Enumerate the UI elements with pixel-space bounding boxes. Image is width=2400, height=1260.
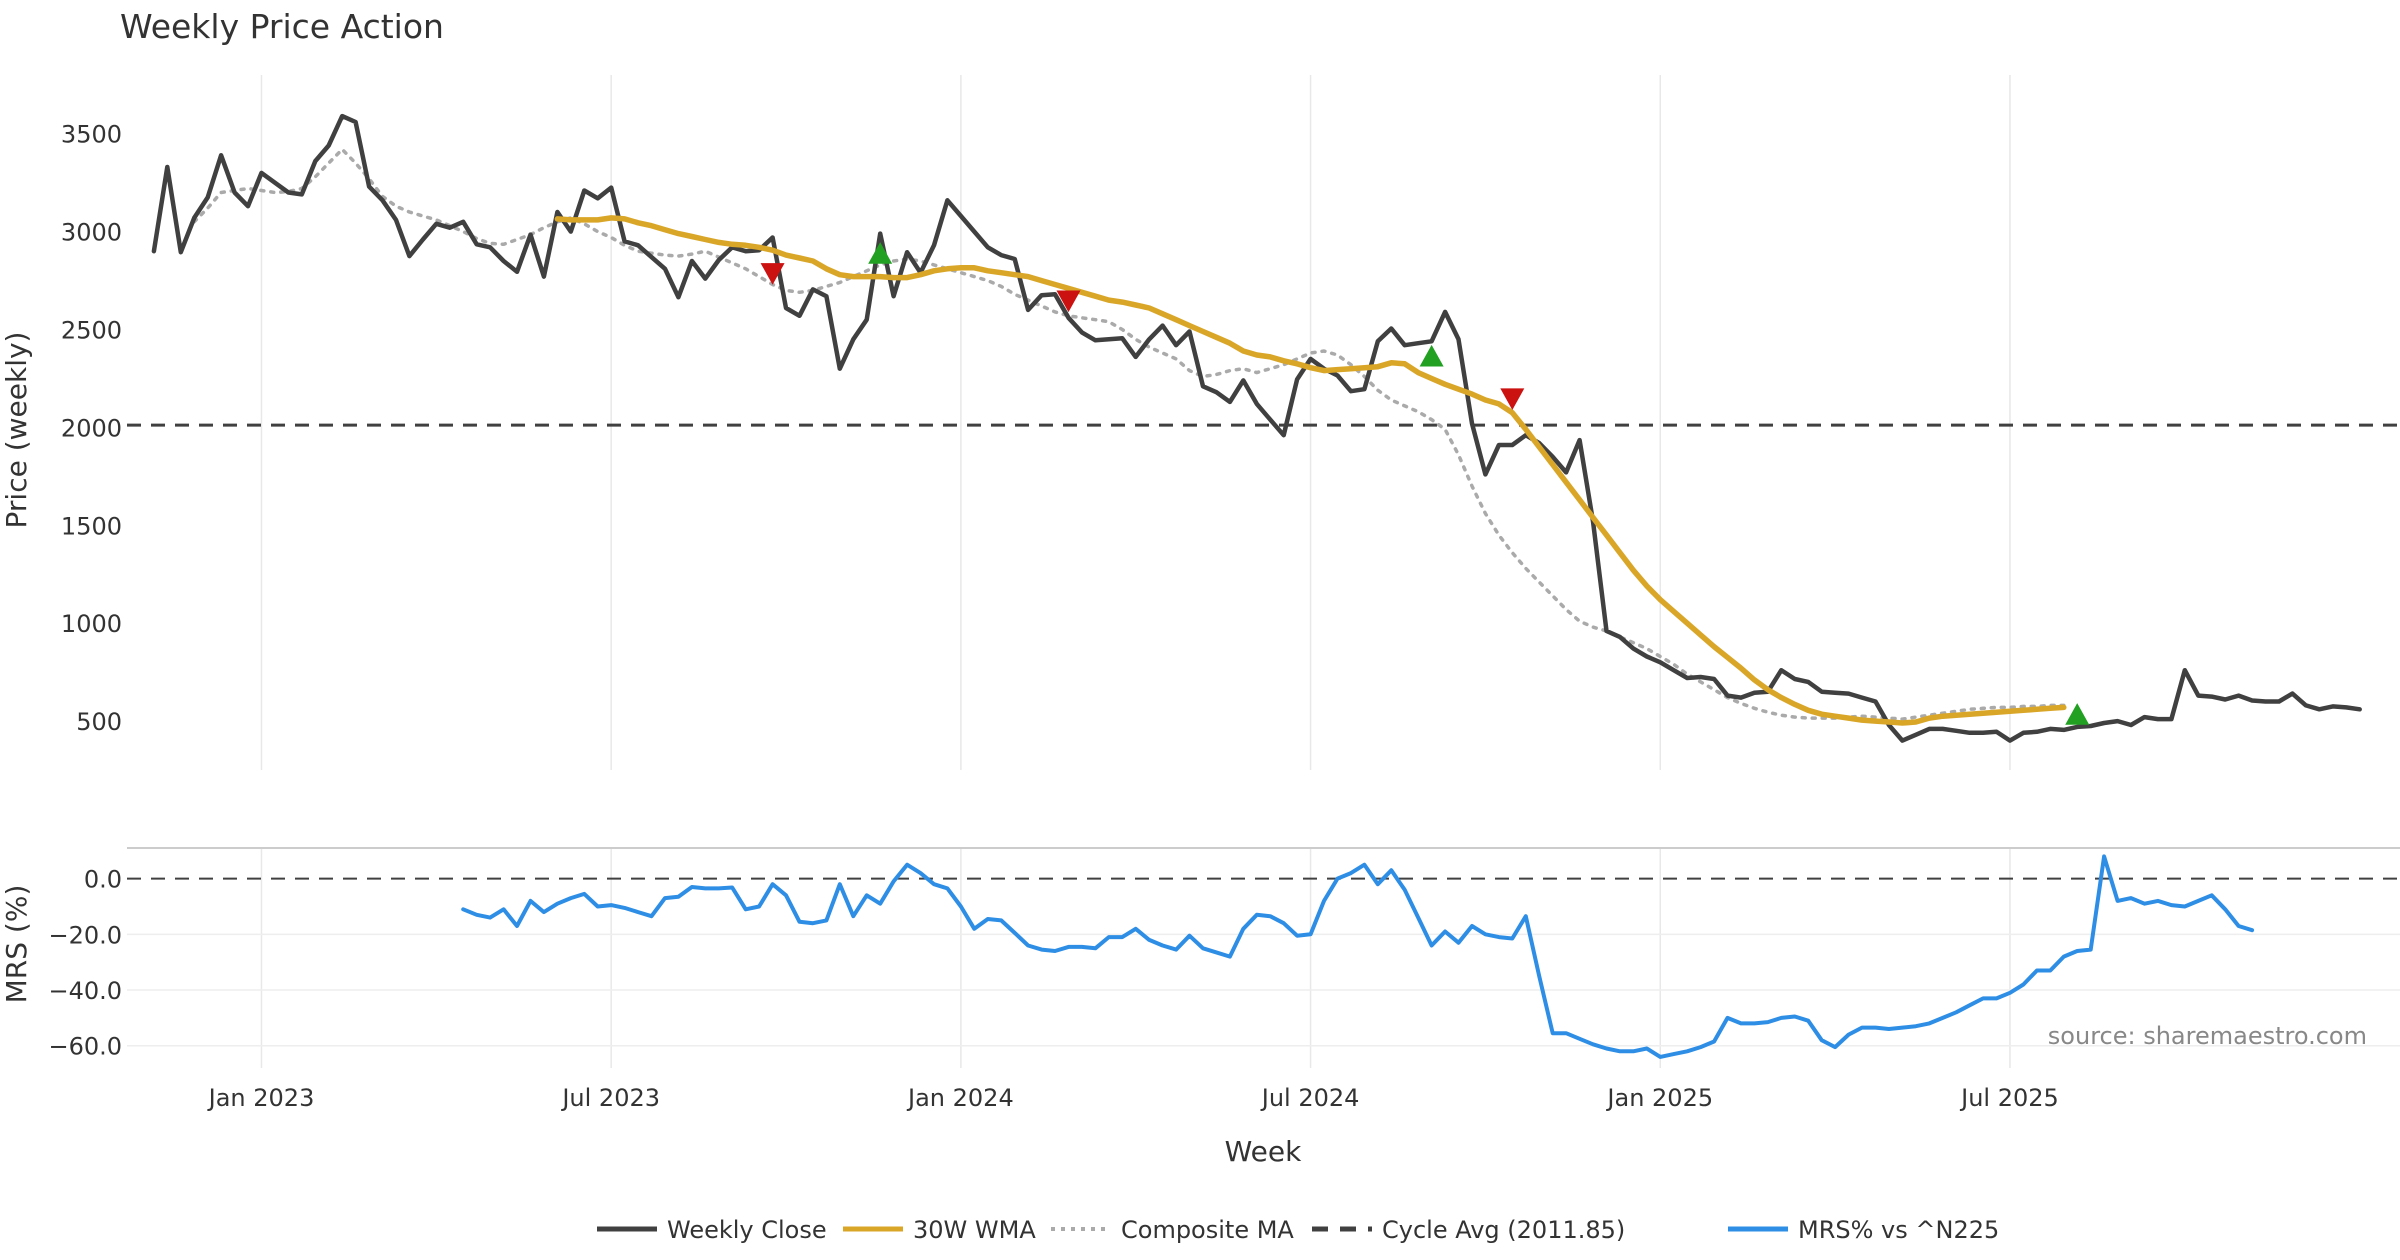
price-series [127, 113, 2400, 743]
x-tick-label: Jul 2025 [1959, 1084, 2059, 1112]
legend-label: MRS% vs ^N225 [1798, 1216, 1999, 1244]
legend-label: 30W WMA [913, 1216, 1036, 1244]
price-y-tick-label: 3000 [61, 219, 122, 247]
mrs-y-tick-label: −60.0 [48, 1033, 122, 1061]
mrs-y-tick-label: −20.0 [48, 921, 122, 949]
price-y-tick-label: 500 [76, 708, 122, 736]
signal-markers [760, 242, 2090, 725]
x-tick-label: Jan 2024 [906, 1084, 1014, 1112]
x-tick-label: Jul 2023 [560, 1084, 660, 1112]
price-y-ticks: 500 1000 1500 2000 2500 3000 3500 [61, 121, 122, 736]
sell-signal-marker [1056, 290, 1081, 313]
mrs-gridlines [127, 847, 2400, 1068]
series-mrs [461, 854, 2255, 1059]
x-ticks: Jan 2023 Jul 2023 Jan 2024 Jul 2024 Jan 2025… [207, 1084, 2059, 1112]
mrs-series [127, 854, 2400, 1059]
price-y-axis-label: Price (weekly) [0, 332, 33, 529]
price-y-tick-label: 1500 [61, 512, 122, 540]
buy-signal-marker [868, 242, 893, 264]
series-cma [192, 147, 2066, 721]
legend: Weekly Close 30W WMA Composite MA Cycle Avg… [597, 1216, 1999, 1244]
mrs-y-axis-label: MRS (%) [0, 885, 33, 1004]
x-axis-label: Week [1225, 1135, 1302, 1168]
x-tick-label: Jan 2025 [1605, 1084, 1713, 1112]
sell-signal-marker [760, 263, 785, 285]
price-y-tick-label: 2000 [61, 414, 122, 442]
legend-label: Composite MA [1121, 1216, 1294, 1244]
x-tick-label: Jan 2023 [207, 1084, 315, 1112]
mrs-y-tick-label: −40.0 [48, 977, 122, 1005]
price-y-tick-label: 3500 [61, 121, 122, 149]
sell-signal-marker [1500, 388, 1525, 411]
legend-label: Cycle Avg (2011.85) [1382, 1216, 1625, 1244]
mrs-y-ticks: 0.0 −20.0 −40.0 −60.0 [48, 866, 122, 1061]
x-tick-label: Jul 2024 [1260, 1084, 1360, 1112]
price-y-tick-label: 2500 [61, 317, 122, 345]
series-wma [554, 215, 2067, 726]
legend-label: Weekly Close [667, 1216, 827, 1244]
series-close [151, 113, 2362, 743]
source-text: source: sharemaestro.com [2048, 1022, 2367, 1050]
chart-title: Weekly Price Action [120, 7, 444, 46]
price-y-tick-label: 1000 [61, 610, 122, 638]
mrs-y-tick-label: 0.0 [84, 866, 122, 894]
buy-signal-marker [1419, 344, 1444, 367]
buy-signal-marker [2065, 703, 2090, 725]
